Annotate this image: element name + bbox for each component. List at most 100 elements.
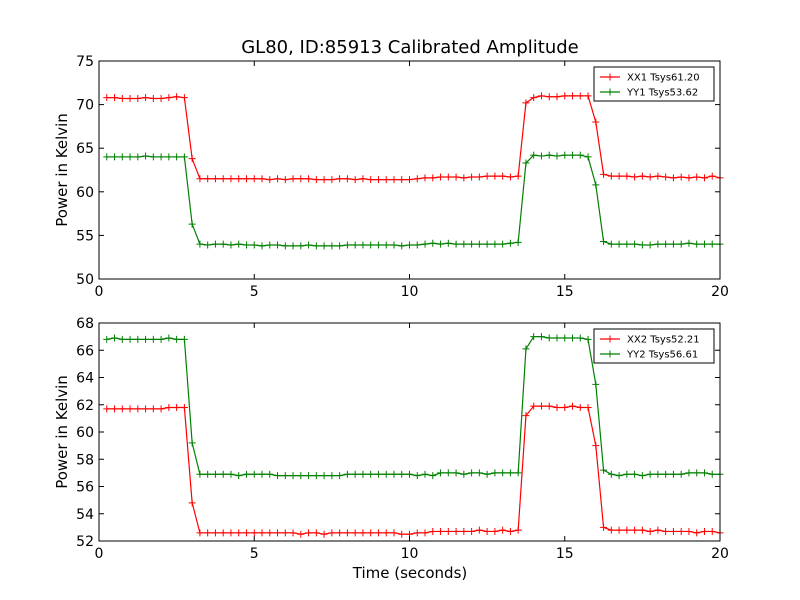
y-tick-label: 68 xyxy=(76,316,94,332)
data-point xyxy=(421,240,429,248)
data-point xyxy=(607,172,615,180)
data-point xyxy=(475,173,483,181)
data-point xyxy=(142,335,150,343)
data-point xyxy=(305,175,313,183)
data-point xyxy=(149,94,157,102)
data-point xyxy=(173,403,181,411)
data-point xyxy=(398,530,406,538)
data-point xyxy=(266,470,274,478)
data-point xyxy=(297,472,305,480)
data-point xyxy=(211,529,219,537)
x-tick-label: 20 xyxy=(711,546,729,562)
data-point xyxy=(359,470,367,478)
data-point xyxy=(250,241,258,249)
data-point xyxy=(499,526,507,534)
data-point xyxy=(258,242,266,250)
data-point xyxy=(413,175,421,183)
data-point xyxy=(281,529,289,537)
y-tick-label: 62 xyxy=(76,398,94,414)
data-point xyxy=(475,469,483,477)
data-point xyxy=(607,526,615,534)
data-point xyxy=(173,153,181,161)
data-point xyxy=(343,529,351,537)
data-point xyxy=(708,470,716,478)
data-point xyxy=(118,153,126,161)
data-point xyxy=(460,240,468,248)
data-point xyxy=(600,238,608,246)
data-point xyxy=(460,174,468,182)
series-0 xyxy=(103,92,724,184)
data-point xyxy=(569,151,577,159)
data-point xyxy=(227,529,235,537)
data-point xyxy=(413,241,421,249)
data-point xyxy=(561,334,569,342)
series-1 xyxy=(103,151,724,250)
data-point xyxy=(677,470,685,478)
data-point xyxy=(134,153,142,161)
data-point xyxy=(468,240,476,248)
legend-label: XX2 Tsys52.21 xyxy=(627,335,700,346)
data-point xyxy=(468,469,476,477)
data-point xyxy=(491,469,499,477)
data-point xyxy=(219,529,227,537)
y-tick-label: 75 xyxy=(76,54,94,70)
y-tick-label: 52 xyxy=(76,534,94,550)
data-point xyxy=(452,527,460,535)
data-point xyxy=(569,402,577,410)
data-point xyxy=(530,94,538,102)
data-point xyxy=(312,472,320,480)
data-point xyxy=(219,175,227,183)
data-point xyxy=(336,472,344,480)
data-point xyxy=(561,92,569,100)
data-point xyxy=(506,469,514,477)
data-point xyxy=(211,240,219,248)
data-point xyxy=(499,469,507,477)
data-point xyxy=(499,172,507,180)
data-point xyxy=(569,92,577,100)
data-point xyxy=(297,530,305,538)
data-point xyxy=(654,470,662,478)
y-tick-label: 55 xyxy=(76,228,94,244)
y-tick-label: 66 xyxy=(76,343,94,359)
data-point xyxy=(452,173,460,181)
data-point xyxy=(615,240,623,248)
y-tick-label: 60 xyxy=(76,185,94,201)
data-point xyxy=(227,241,235,249)
x-tick-label: 15 xyxy=(556,284,574,300)
data-point xyxy=(367,529,375,537)
figure-title: GL80, ID:85913 Calibrated Amplitude xyxy=(241,37,579,58)
data-point xyxy=(390,241,398,249)
data-point xyxy=(398,470,406,478)
data-point xyxy=(514,469,522,477)
data-point xyxy=(553,403,561,411)
data-point xyxy=(646,470,654,478)
data-point xyxy=(398,242,406,250)
data-point xyxy=(638,172,646,180)
data-point xyxy=(483,172,491,180)
data-point xyxy=(576,151,584,159)
data-point xyxy=(157,335,165,343)
data-point xyxy=(134,405,142,413)
data-point xyxy=(584,403,592,411)
data-point xyxy=(180,403,188,411)
data-point xyxy=(390,529,398,537)
data-point xyxy=(188,220,196,228)
data-point xyxy=(188,439,196,447)
data-point xyxy=(662,173,670,181)
data-point xyxy=(491,240,499,248)
data-point xyxy=(173,93,181,101)
data-point xyxy=(460,527,468,535)
data-point xyxy=(522,99,530,107)
data-point xyxy=(328,529,336,537)
data-point xyxy=(421,174,429,182)
data-point xyxy=(444,469,452,477)
data-point xyxy=(289,472,297,480)
data-point xyxy=(235,175,243,183)
data-point xyxy=(359,241,367,249)
data-point xyxy=(506,173,514,181)
data-point xyxy=(530,151,538,159)
data-point xyxy=(700,469,708,477)
data-point xyxy=(312,176,320,184)
data-point xyxy=(406,241,413,249)
data-point xyxy=(444,239,452,247)
